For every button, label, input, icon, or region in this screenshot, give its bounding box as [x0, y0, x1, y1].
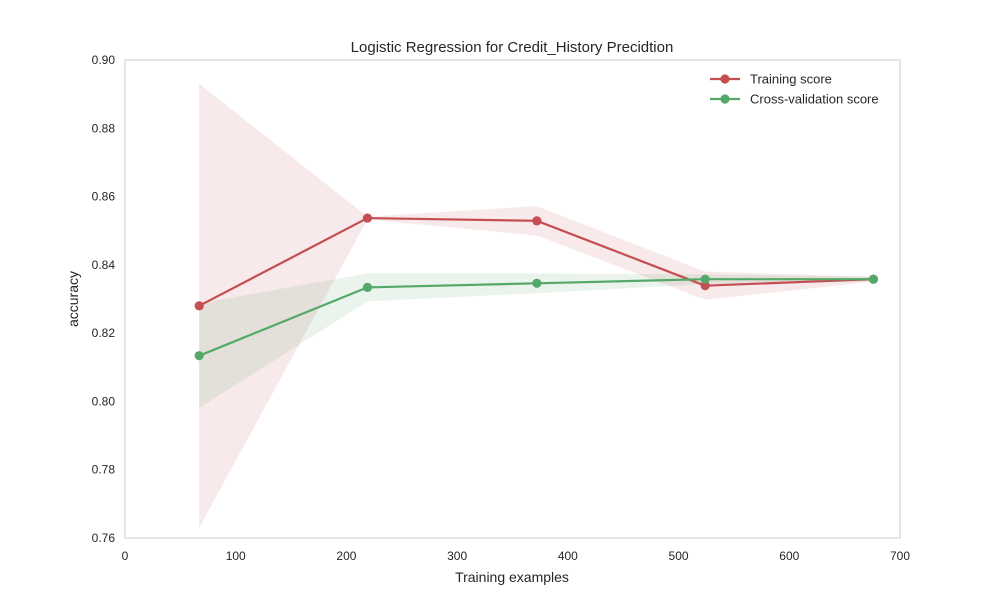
- y-tick-label: 0.82: [92, 326, 116, 340]
- y-tick-label: 0.88: [92, 121, 116, 135]
- y-tick-label: 0.90: [92, 53, 116, 67]
- legend-cross-validation-score-label: Cross-validation score: [750, 92, 879, 107]
- x-tick-label: 200: [336, 549, 356, 563]
- legend-training-score-marker: [720, 74, 730, 84]
- x-tick-label: 600: [779, 549, 799, 563]
- x-axis-ticks: 0 100 200 300 400 500 600 700: [122, 549, 911, 563]
- cross-validation-score-point: [532, 278, 542, 288]
- training-score-point: [700, 281, 710, 291]
- x-tick-label: 0: [122, 549, 129, 563]
- cross-validation-score-point: [362, 282, 373, 292]
- x-tick-label: 300: [447, 549, 467, 563]
- x-tick-label: 400: [558, 549, 578, 563]
- plot-frame: [124, 59, 901, 539]
- y-tick-label: 0.84: [92, 258, 116, 272]
- x-tick-label: 700: [890, 549, 910, 563]
- cross-validation-score-point: [700, 274, 710, 284]
- x-tick-label: 100: [226, 549, 246, 563]
- y-tick-label: 0.80: [92, 394, 116, 408]
- chart-title: Logistic Regression for Credit_History P…: [351, 39, 674, 56]
- training-score-point: [532, 216, 542, 226]
- y-tick-label: 0.86: [92, 190, 116, 204]
- y-tick-label: 0.76: [92, 531, 116, 545]
- y-axis-ticks: 0.76 0.78 0.80 0.82 0.84 0.86 0.88 0.90: [92, 53, 116, 545]
- y-tick-label: 0.78: [92, 463, 116, 477]
- x-tick-label: 500: [669, 549, 689, 563]
- series-points: [194, 213, 879, 361]
- legend: Training score Cross-validation score: [710, 72, 879, 107]
- y-axis-label: accuracy: [65, 271, 81, 327]
- cross-validation-score-point: [194, 351, 204, 361]
- training-score-point: [362, 213, 373, 223]
- legend-training-score-label: Training score: [750, 72, 832, 87]
- training-score-point: [194, 301, 204, 311]
- x-axis-label: Training examples: [455, 569, 569, 585]
- legend-cross-validation-score-marker: [720, 94, 730, 104]
- cross-validation-score-point: [868, 274, 879, 284]
